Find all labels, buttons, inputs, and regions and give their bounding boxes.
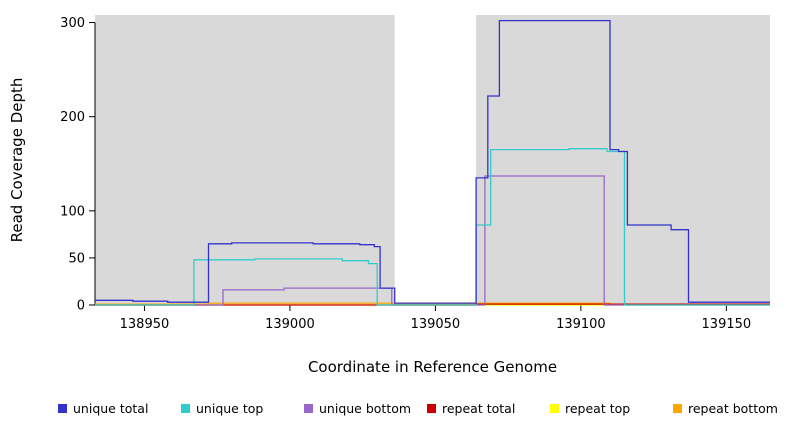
y-tick-label: 300 — [60, 16, 85, 31]
x-tick-label: 139050 — [411, 317, 461, 332]
legend-swatch-unique-bottom — [304, 404, 313, 413]
x-tick-label: 139150 — [702, 317, 752, 332]
y-tick-label: 0 — [77, 299, 85, 314]
legend-swatch-repeat-total — [427, 404, 436, 413]
legend-swatch-repeat-top — [550, 404, 559, 413]
series-line-unique-total — [95, 19, 770, 304]
masked-region — [394, 15, 477, 305]
legend-label-repeat-bottom: repeat bottom — [688, 401, 778, 416]
x-tick-label: 138950 — [120, 317, 170, 332]
legend-label-repeat-total: repeat total — [442, 401, 515, 416]
y-tick-label: 100 — [60, 204, 85, 219]
legend-label-unique-total: unique total — [73, 401, 148, 416]
legend-swatch-repeat-bottom — [673, 404, 682, 413]
legend-label-repeat-top: repeat top — [565, 401, 630, 416]
y-tick-label: 50 — [68, 251, 85, 266]
legend-label-unique-bottom: unique bottom — [319, 401, 411, 416]
legend-swatch-unique-total — [58, 404, 67, 413]
y-tick-label: 200 — [60, 110, 85, 125]
legend-label-unique-top: unique top — [196, 401, 263, 416]
series-line-unique-bottom — [95, 175, 770, 306]
x-tick-label: 139100 — [556, 317, 606, 332]
legend-swatch-unique-top — [181, 404, 190, 413]
y-axis-title: Read Coverage Depth — [8, 78, 26, 243]
x-axis-title: Coordinate in Reference Genome — [308, 358, 557, 376]
series-line-unique-top — [95, 148, 770, 306]
x-tick-label: 139000 — [265, 317, 315, 332]
